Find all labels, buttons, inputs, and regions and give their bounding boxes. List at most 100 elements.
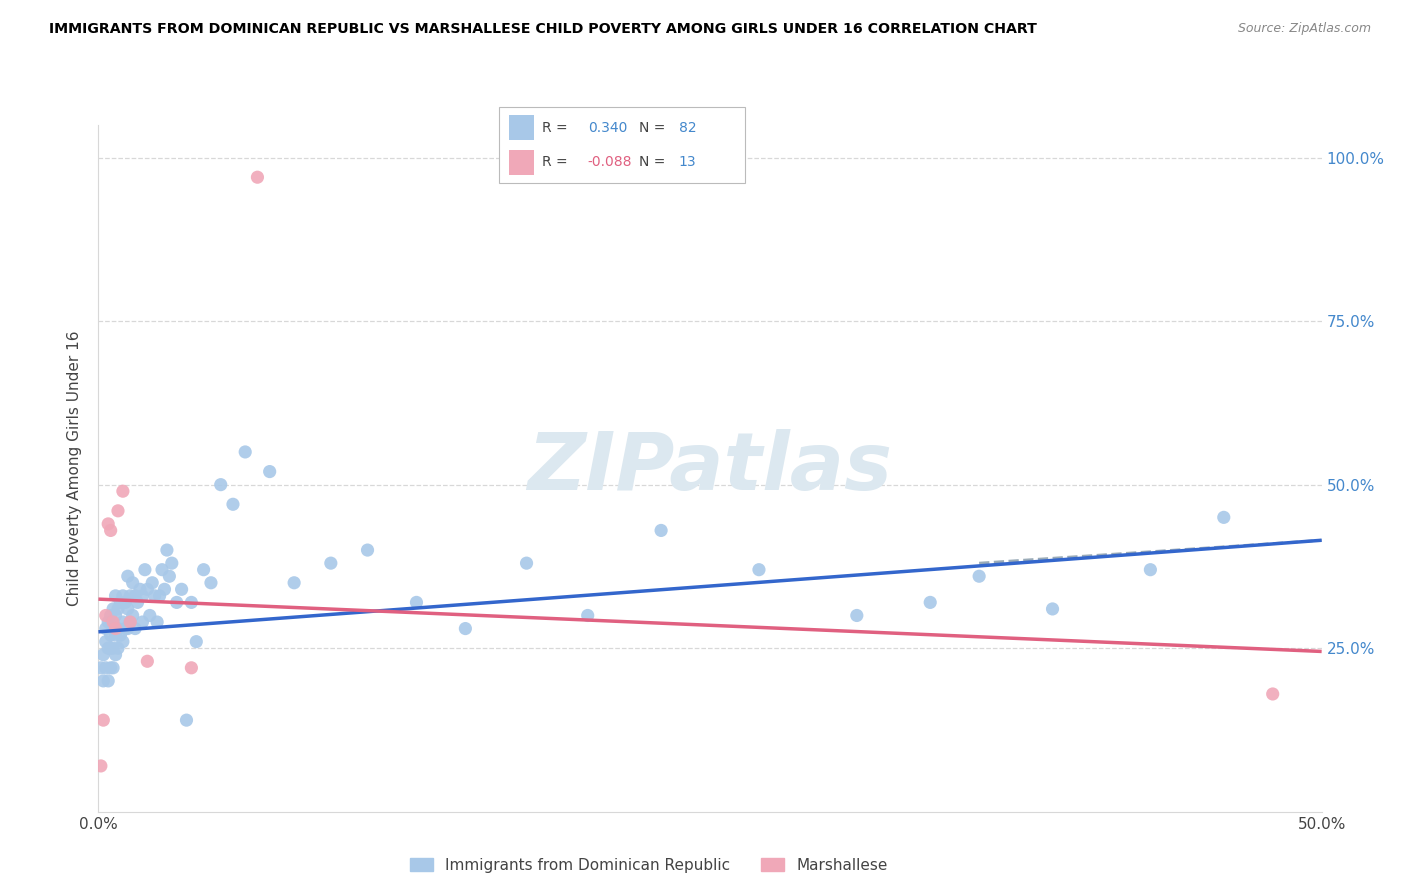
Point [748, 563, 770, 577]
Point [127, 595, 149, 609]
Point [110, 628, 132, 642]
Text: N =: N = [640, 120, 666, 135]
Point [454, 622, 477, 636]
Point [160, 556, 183, 570]
Point [124, 622, 146, 636]
Point [111, 589, 134, 603]
Point [141, 575, 163, 590]
Point [101, 602, 124, 616]
Point [90, 661, 112, 675]
Point [114, 595, 136, 609]
Point [515, 556, 537, 570]
Point [110, 595, 132, 609]
Point [91, 673, 114, 688]
Point [91, 713, 114, 727]
Point [124, 589, 146, 603]
Point [920, 595, 942, 609]
Point [143, 589, 166, 603]
Point [94, 634, 117, 648]
Text: N =: N = [640, 155, 666, 169]
Point [134, 563, 156, 577]
Point [97, 641, 120, 656]
Point [94, 622, 117, 636]
Point [120, 589, 142, 603]
Point [136, 654, 159, 668]
Point [91, 648, 114, 662]
Point [104, 589, 127, 603]
Point [107, 641, 129, 656]
Point [131, 589, 153, 603]
Point [101, 615, 124, 629]
Point [246, 170, 269, 185]
Point [114, 622, 136, 636]
Point [101, 661, 124, 675]
Point [100, 628, 122, 642]
Point [90, 759, 112, 773]
Point [156, 543, 179, 558]
Point [101, 641, 124, 656]
Point [180, 595, 202, 609]
Point [136, 582, 159, 597]
Text: 82: 82 [679, 120, 696, 135]
Point [100, 524, 122, 538]
Text: 0.340: 0.340 [588, 120, 627, 135]
Point [259, 465, 281, 479]
Point [233, 445, 256, 459]
Point [193, 563, 215, 577]
Point [319, 556, 342, 570]
Point [200, 575, 222, 590]
Point [121, 575, 143, 590]
Text: 13: 13 [679, 155, 696, 169]
Point [117, 602, 139, 616]
Point [283, 575, 305, 590]
Point [153, 582, 176, 597]
Text: Source: ZipAtlas.com: Source: ZipAtlas.com [1237, 22, 1371, 36]
Point [117, 622, 139, 636]
Point [131, 615, 153, 629]
Point [405, 595, 427, 609]
Text: R =: R = [543, 120, 568, 135]
Point [146, 615, 169, 629]
Point [104, 622, 127, 636]
Point [111, 634, 134, 648]
Point [186, 634, 208, 648]
Point [104, 648, 127, 662]
Bar [509, 150, 534, 175]
Point [94, 661, 117, 675]
Point [222, 497, 245, 511]
Point [121, 608, 143, 623]
Text: R =: R = [543, 155, 568, 169]
Point [120, 615, 142, 629]
Point [1212, 510, 1234, 524]
Point [1042, 602, 1064, 616]
Point [104, 608, 127, 623]
Point [356, 543, 378, 558]
Point [150, 563, 173, 577]
Text: IMMIGRANTS FROM DOMINICAN REPUBLIC VS MARSHALLESE CHILD POVERTY AMONG GIRLS UNDE: IMMIGRANTS FROM DOMINICAN REPUBLIC VS MA… [49, 22, 1038, 37]
Point [166, 595, 188, 609]
Point [1261, 687, 1284, 701]
Point [100, 661, 122, 675]
Point [967, 569, 990, 583]
Point [650, 524, 672, 538]
Point [100, 608, 122, 623]
Bar [509, 115, 534, 140]
Point [111, 484, 134, 499]
Point [107, 504, 129, 518]
Point [576, 608, 599, 623]
Point [97, 615, 120, 629]
Point [117, 569, 139, 583]
Point [97, 516, 120, 531]
Point [104, 628, 127, 642]
Y-axis label: Child Poverty Among Girls Under 16: Child Poverty Among Girls Under 16 [67, 331, 83, 606]
FancyBboxPatch shape [499, 107, 745, 183]
Point [170, 582, 193, 597]
Point [101, 622, 124, 636]
Point [845, 608, 868, 623]
Point [1139, 563, 1161, 577]
Point [157, 569, 180, 583]
Point [111, 615, 134, 629]
Point [120, 615, 142, 629]
Point [209, 477, 232, 491]
Point [149, 589, 172, 603]
